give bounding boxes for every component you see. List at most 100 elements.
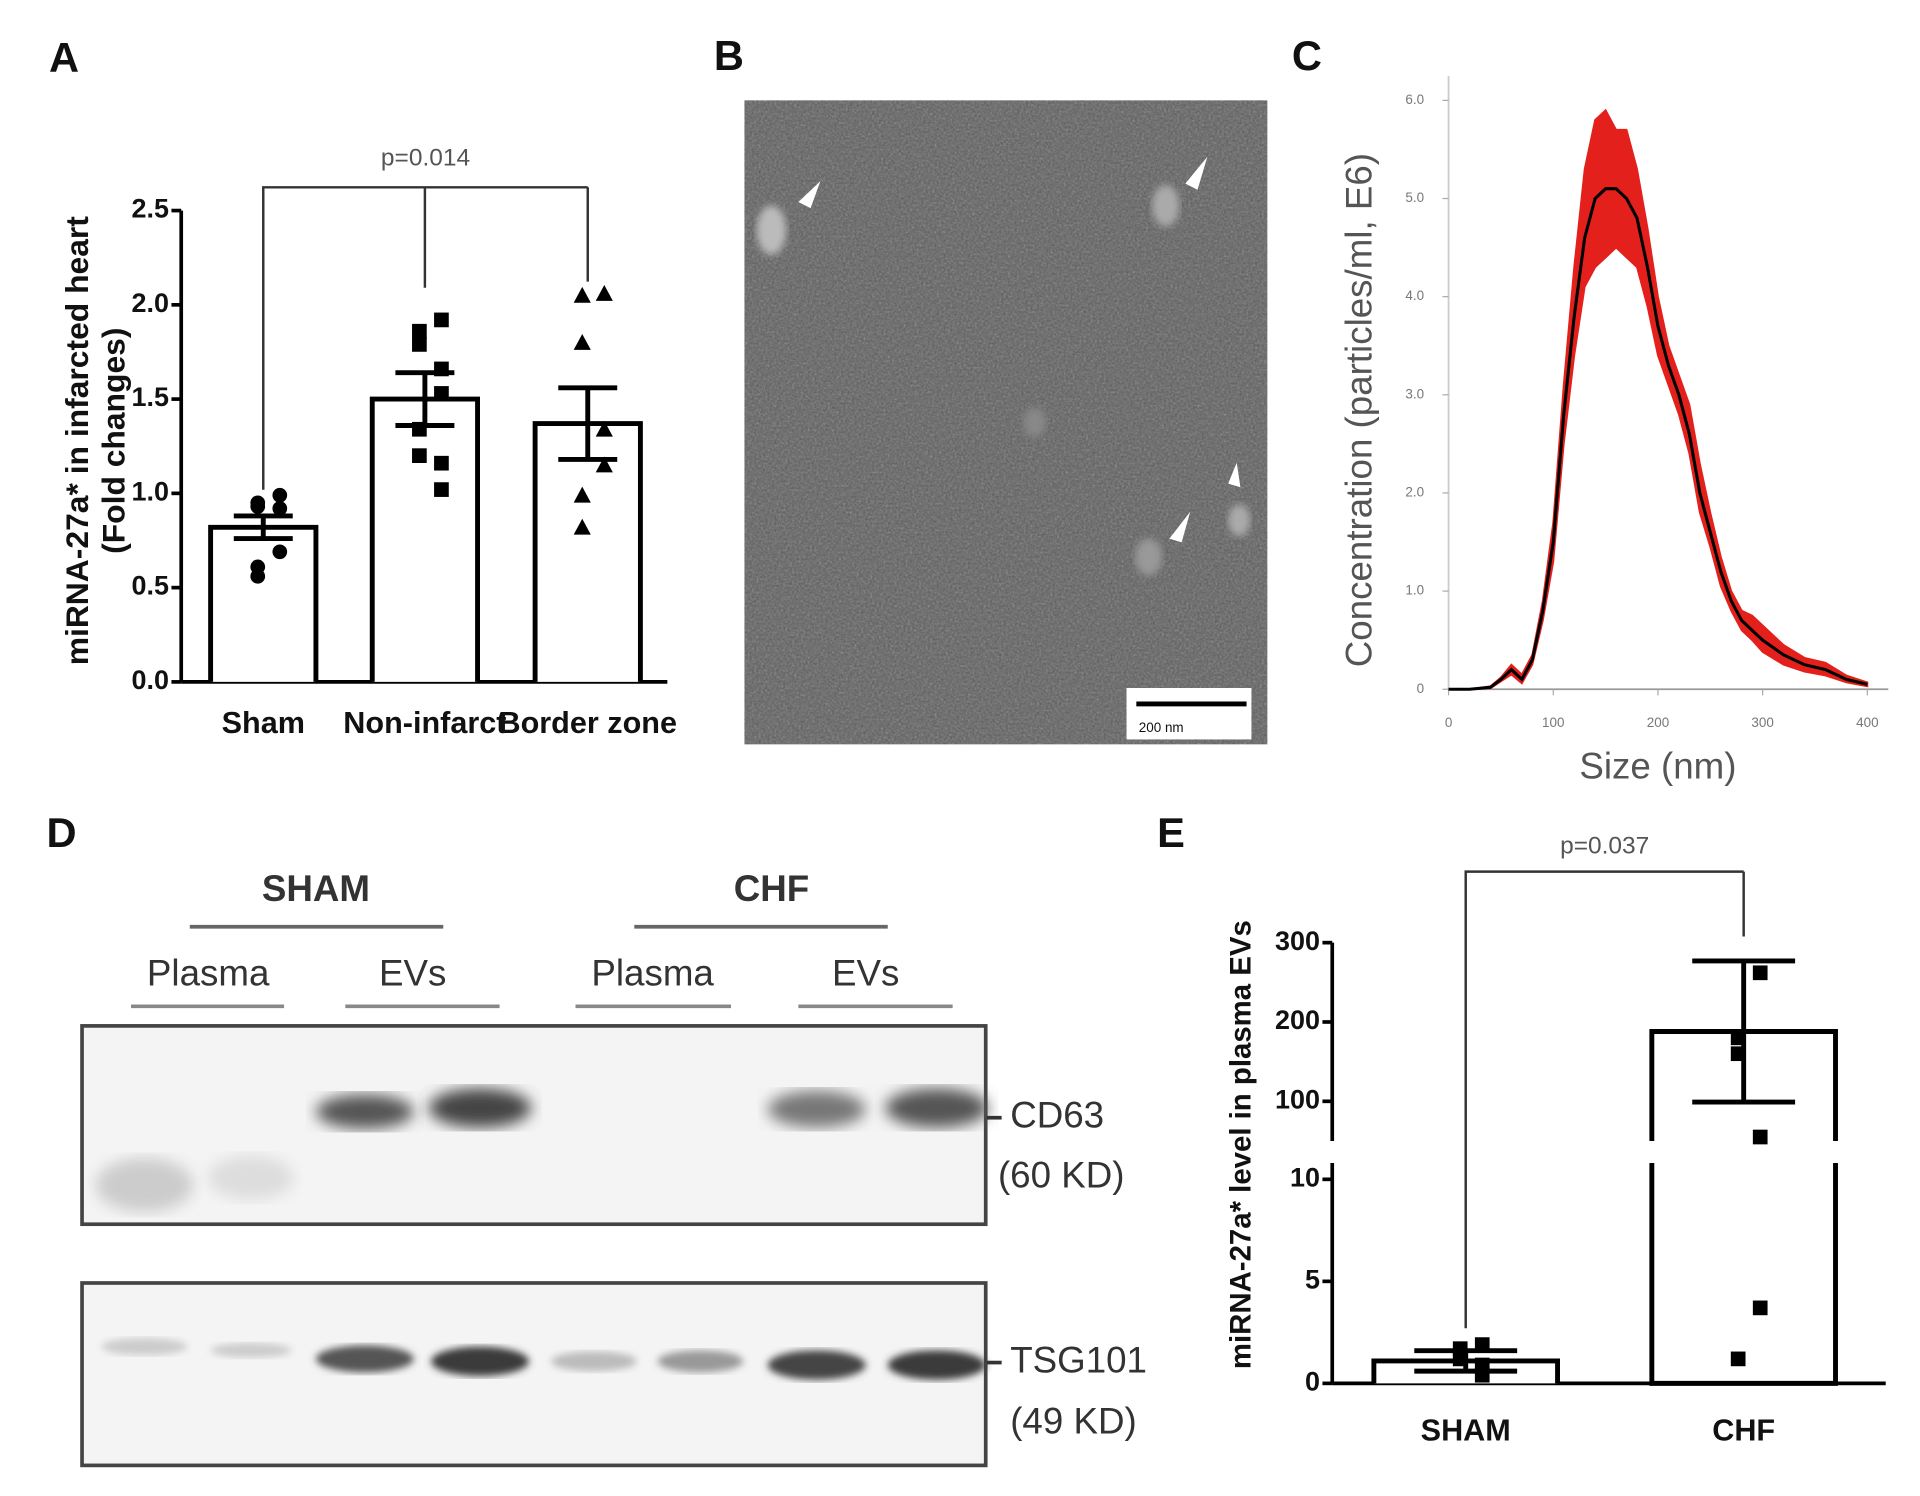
data-point	[412, 323, 427, 339]
significance-bracket	[1464, 870, 1745, 1329]
x-tick-label: Non-infarct	[343, 706, 506, 740]
y-tick-label: 3.0	[1405, 386, 1424, 401]
data-point	[1474, 1337, 1490, 1352]
y-axis-label: miRNA-27a* level in plasma EVs	[1225, 920, 1258, 1369]
bar	[369, 396, 480, 682]
data-point	[434, 386, 449, 401]
data-point	[250, 568, 266, 584]
data-point	[573, 333, 591, 350]
smear	[95, 1158, 194, 1212]
group-label: SHAM	[262, 868, 370, 909]
error-bar	[233, 513, 293, 542]
x-tick-label: 400	[1856, 715, 1878, 730]
lane-label: EVs	[832, 952, 899, 993]
panel-label: C	[1292, 32, 1322, 79]
y-tick-label: 5.0	[1405, 190, 1424, 205]
y-tick-label: 100	[1275, 1084, 1320, 1114]
y-tick-label: 0	[1305, 1366, 1320, 1396]
y-tick-label: 10	[1290, 1162, 1320, 1192]
band	[315, 1345, 414, 1373]
band	[887, 1350, 986, 1380]
error-bar	[1414, 1348, 1518, 1374]
protein-label: TSG101	[1010, 1339, 1147, 1380]
band	[657, 1350, 744, 1373]
data-point	[272, 501, 288, 516]
panel-label: D	[47, 809, 77, 856]
data-point	[272, 544, 288, 560]
size-label: (60 KD)	[998, 1154, 1125, 1195]
data-point	[1752, 965, 1768, 981]
band	[428, 1088, 532, 1128]
y-tick-label: 1.0	[1405, 583, 1424, 598]
vesicle	[1152, 184, 1180, 227]
vesicle	[1023, 407, 1046, 438]
error-bar	[1692, 958, 1796, 1105]
lane-label: EVs	[379, 952, 446, 993]
x-tick-label: 200	[1647, 715, 1669, 730]
arrowhead	[1185, 156, 1208, 190]
scale-bar-label: 200 nm	[1139, 720, 1184, 735]
data-point	[573, 518, 591, 535]
band	[210, 1342, 292, 1358]
y-tick-label: 2.0	[1405, 485, 1424, 500]
data-point	[412, 337, 427, 352]
arrowhead	[798, 181, 821, 209]
arrowhead	[1228, 462, 1241, 488]
error-band	[1448, 108, 1869, 691]
x-tick-label: 300	[1751, 715, 1773, 730]
data-point	[573, 486, 591, 503]
data-point	[595, 420, 613, 437]
y-tick-label: 0	[1417, 681, 1424, 696]
scale-bar-box	[1126, 688, 1252, 740]
band	[431, 1346, 529, 1377]
vesicle	[1228, 504, 1251, 537]
smear	[208, 1155, 294, 1200]
data-point	[595, 284, 613, 301]
data-point	[573, 286, 591, 303]
y-tick-label: 6.0	[1405, 92, 1424, 107]
data-point	[1752, 1300, 1768, 1316]
y-tick-label: 200	[1275, 1005, 1320, 1035]
data-point	[434, 312, 449, 328]
significance-bracket	[262, 186, 589, 490]
size-label: (49 KD)	[1010, 1400, 1137, 1441]
data-point	[1730, 1351, 1746, 1367]
data-point	[434, 455, 449, 471]
y-tick-label: 1.0	[132, 476, 169, 506]
data-point	[272, 487, 288, 503]
bar	[532, 421, 643, 682]
y-tick-label: 0.0	[132, 665, 169, 695]
panel-label: E	[1157, 809, 1185, 856]
data-point	[1752, 1129, 1768, 1145]
data-point	[412, 448, 427, 464]
p-value: p=0.037	[1560, 833, 1649, 860]
x-tick-label: 0	[1445, 715, 1452, 730]
x-tick-label: CHF	[1712, 1413, 1775, 1447]
p-value: p=0.014	[381, 145, 470, 172]
y-tick-label: 2.5	[132, 194, 169, 224]
panel-label: B	[714, 32, 744, 79]
panel-label: A	[49, 34, 79, 81]
band	[315, 1094, 414, 1129]
band	[767, 1350, 866, 1380]
y-tick-label: 0.5	[132, 571, 169, 601]
x-tick-label: SHAM	[1421, 1413, 1511, 1447]
lane-label: Plasma	[147, 952, 270, 993]
y-tick-label: 5	[1305, 1264, 1320, 1294]
y-axis-label: miRNA-27a* in infarcted heart	[59, 216, 95, 666]
error-bar	[558, 385, 618, 462]
vesicle	[756, 205, 787, 255]
data-point	[595, 456, 613, 473]
data-point	[250, 499, 266, 514]
arrowhead	[1169, 511, 1191, 543]
y-tick-label: 4.0	[1405, 288, 1424, 303]
bar	[208, 524, 319, 682]
y-tick-label: 2.0	[132, 288, 169, 318]
x-tick-label: Sham	[222, 706, 305, 740]
data-point	[434, 482, 449, 497]
mean-line	[1448, 187, 1868, 691]
band	[101, 1338, 188, 1356]
x-axis-label: Size (nm)	[1579, 746, 1736, 787]
